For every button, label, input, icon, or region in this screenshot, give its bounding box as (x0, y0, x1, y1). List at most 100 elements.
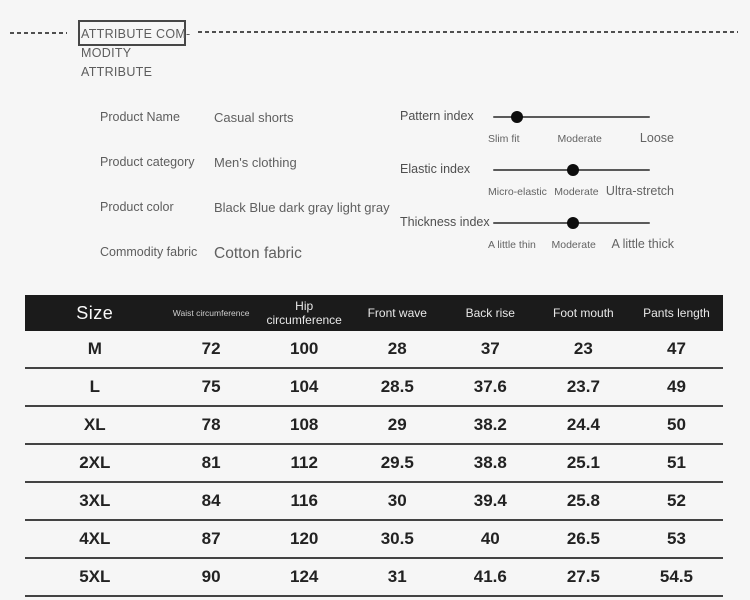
measurement-cell: 37 (480, 339, 500, 358)
attribute-row: Product category Men's clothing (100, 155, 400, 200)
slider (493, 211, 650, 235)
measurement-cell: 120 (257, 519, 351, 558)
measurement-cell: 25.1 (536, 443, 630, 482)
measurement-cell: 50 (629, 405, 723, 444)
slider-row: Elastic index Micro-elastic Moderate Ultra-… (400, 158, 740, 211)
measurement-cell: 37.6 (443, 367, 537, 406)
measurement-cell: 24.4 (536, 405, 630, 444)
table-row: 3XL 84 116 30 39.4 25.8 52 (25, 481, 723, 520)
slider-row: Thickness index A little thin Moderate A li… (400, 211, 740, 264)
size-cell: 2XL (25, 443, 165, 482)
measurement-cell: 116 (257, 481, 351, 520)
measurement-cell: 100 (290, 339, 319, 358)
slider-tick-label: Ultra-stretch (605, 184, 674, 198)
slider-tick-label: Moderate (554, 186, 599, 198)
size-table-column-header: Hip circumference (266, 299, 342, 327)
attribute-value: Black Blue dark gray light gray (214, 200, 390, 215)
size-table-column-header: Foot mouth (553, 306, 614, 320)
measurement-cell: 90 (164, 557, 258, 597)
header-dashed-line-left (10, 32, 67, 34)
slider-label: Elastic index (400, 162, 471, 176)
attribute-value: Men's clothing (214, 155, 297, 170)
header-dashed-line-right (198, 31, 738, 33)
measurement-cell: 27.5 (536, 557, 630, 597)
attribute-label: Product color (100, 200, 174, 214)
product-attributes: Product Name Casual shorts Product categor… (100, 110, 400, 290)
size-table-header-row: Size Waist circumference Hip circumference… (25, 295, 723, 331)
index-sliders: Pattern index Slim fit Moderate Loose Elasti… (400, 105, 740, 264)
section-title: ATTRIBUTE COM- MODITY ATTRIBUTE (81, 25, 201, 82)
measurement-cell: 38.2 (443, 405, 537, 444)
measurement-cell: 75 (164, 367, 258, 406)
measurement-cell: 54.5 (629, 557, 723, 597)
measurement-cell: 52 (629, 481, 723, 520)
slider-label: Thickness index (400, 215, 490, 229)
measurement-cell: 124 (257, 557, 351, 597)
attribute-label: Product Name (100, 110, 180, 124)
measurement-cell: 25.8 (536, 481, 630, 520)
slider-row: Pattern index Slim fit Moderate Loose (400, 105, 740, 158)
size-table-column-header: Waist circumference (172, 308, 250, 318)
measurement-cell: 41.6 (443, 557, 537, 597)
size-cell: XL (25, 405, 165, 444)
slider-tick-label: Loose (639, 131, 674, 145)
slider (493, 105, 650, 129)
slider-tick-label: Moderate (557, 133, 602, 145)
measurement-cell: 47 (666, 339, 686, 358)
attribute-value: Cotton fabric (214, 245, 302, 262)
slider-tick-labels: Slim fit Moderate Loose (488, 131, 674, 145)
size-cell: M (87, 339, 102, 358)
slider-tick-labels: A little thin Moderate A little thick (488, 237, 674, 251)
section-title-box (78, 20, 186, 46)
measurement-cell: 38.8 (443, 443, 537, 482)
table-row: 2XL 81 112 29.5 38.8 25.1 51 (25, 443, 723, 482)
size-table: Size Waist circumference Hip circumference… (25, 295, 723, 597)
measurement-cell: 28.5 (350, 367, 444, 406)
table-row: XL 78 108 29 38.2 24.4 50 (25, 405, 723, 444)
table-row: 5XL 90 124 31 41.6 27.5 54.5 (25, 557, 723, 597)
slider-tick-labels: Micro-elastic Moderate Ultra-stretch (488, 184, 674, 198)
measurement-cell: 23 (573, 339, 593, 358)
table-row: L 75 104 28.5 37.6 23.7 49 (25, 367, 723, 406)
measurement-cell: 81 (164, 443, 258, 482)
measurement-cell: 40 (443, 519, 537, 558)
slider-tick-label: Slim fit (488, 133, 520, 145)
measurement-cell: 28 (387, 339, 407, 358)
slider-thumb-icon (510, 111, 523, 123)
slider (493, 158, 650, 182)
measurement-cell: 26.5 (536, 519, 630, 558)
size-chart: Size Waist circumference Hip circumference… (25, 295, 723, 597)
attribute-label: Product category (100, 155, 195, 169)
measurement-cell: 84 (164, 481, 258, 520)
measurement-cell: 39.4 (443, 481, 537, 520)
attribute-row: Commodity fabric Cotton fabric (100, 245, 400, 290)
measurement-cell: 23.7 (536, 367, 630, 406)
measurement-cell: 29 (350, 405, 444, 444)
measurement-cell: 78 (164, 405, 258, 444)
size-table-column-header: Back rise (465, 306, 515, 320)
slider-tick-label: Micro-elastic (488, 186, 547, 198)
measurement-cell: 104 (257, 367, 351, 406)
measurement-cell: 53 (629, 519, 723, 558)
section-title-line1: ATTRIBUTE COM- (81, 27, 191, 41)
table-row: M 72 100 28 37 23 47 (25, 331, 723, 368)
measurement-cell: 108 (257, 405, 351, 444)
measurement-cell: 72 (201, 339, 221, 358)
size-table-column-header: Size (76, 302, 114, 323)
slider-label: Pattern index (400, 109, 474, 123)
attribute-row: Product Name Casual shorts (100, 110, 400, 155)
measurement-cell: 30 (350, 481, 444, 520)
size-cell: L (25, 367, 165, 406)
size-cell: 3XL (25, 481, 165, 520)
slider-thumb-icon (567, 217, 580, 229)
size-cell: 4XL (25, 519, 165, 558)
measurement-cell: 31 (350, 557, 444, 597)
slider-tick-label: Moderate (551, 239, 596, 251)
slider-tick-label: A little thin (488, 239, 536, 251)
section-title-line2: MODITY ATTRIBUTE (81, 46, 153, 79)
attribute-row: Product color Black Blue dark gray light … (100, 200, 400, 245)
measurement-cell: 49 (629, 367, 723, 406)
slider-track (493, 116, 650, 118)
measurement-cell: 30.5 (350, 519, 444, 558)
size-table-column-header: Pants length (643, 306, 710, 320)
